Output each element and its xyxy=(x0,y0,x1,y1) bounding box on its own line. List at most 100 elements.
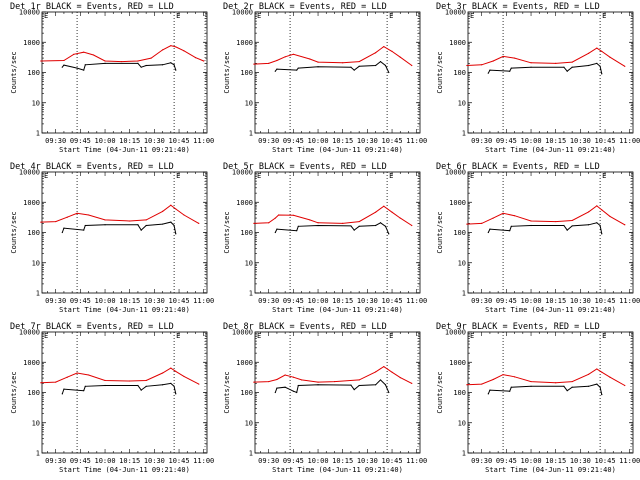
data-point xyxy=(599,386,601,388)
data-point xyxy=(492,378,494,381)
data-point xyxy=(137,62,139,64)
marker-label: E xyxy=(44,332,48,340)
x-axis-label: Start Time (04-Jun-11 09:21:40) xyxy=(59,146,190,154)
data-point xyxy=(40,382,42,384)
data-point xyxy=(61,66,63,68)
data-point xyxy=(76,212,78,214)
y-tick-label: 10000 xyxy=(445,9,466,17)
data-point xyxy=(509,390,511,392)
plot-frame xyxy=(254,331,421,454)
y-tick-label: 1 xyxy=(36,290,40,298)
marker-label: E xyxy=(257,12,261,20)
x-tick-label: 10:15 xyxy=(332,137,353,145)
data-point xyxy=(596,62,598,64)
data-point xyxy=(489,228,491,230)
x-tick-label: 10:00 xyxy=(95,137,116,145)
data-point xyxy=(137,60,139,62)
detector-chart: Det 5r BLACK = Events, RED = LLD 1 10 100 10… xyxy=(223,162,427,314)
events-line xyxy=(274,222,390,235)
data-point xyxy=(333,380,336,383)
data-point xyxy=(492,60,494,62)
x-tick-label: 09:45 xyxy=(283,137,304,145)
x-tick-label: 10:15 xyxy=(119,297,140,305)
data-point xyxy=(596,222,598,224)
y-tick-label: 10000 xyxy=(445,329,466,337)
y-tick-label: 1000 xyxy=(236,39,253,47)
data-point xyxy=(145,219,147,221)
data-point xyxy=(530,220,532,222)
x-tick-label: 10:30 xyxy=(570,457,591,465)
x-tick-label: 10:15 xyxy=(545,457,566,465)
data-point xyxy=(555,62,557,64)
data-point xyxy=(292,390,294,392)
data-point xyxy=(292,214,294,216)
data-point xyxy=(145,379,147,382)
marker-label: E xyxy=(602,332,606,340)
x-tick-label: 11:00 xyxy=(193,137,214,145)
detector-chart: Det 9r BLACK = Events, RED = LLD 1 10 100 10… xyxy=(436,322,640,474)
data-point xyxy=(510,67,512,69)
y-tick-label: 10 xyxy=(458,419,466,427)
data-point xyxy=(198,222,200,224)
data-point xyxy=(489,69,491,71)
data-point xyxy=(399,377,401,379)
data-point xyxy=(383,205,385,207)
data-point xyxy=(350,384,352,386)
x-tick-label: 10:15 xyxy=(119,137,140,145)
data-point xyxy=(309,58,311,60)
y-tick-label: 10 xyxy=(245,259,253,267)
detector-panel: Det 7r BLACK = Events, RED = LLD 1 10 100 10… xyxy=(0,320,214,480)
data-point xyxy=(466,384,468,386)
x-axis-label: Start Time (04-Jun-11 09:21:40) xyxy=(485,306,616,314)
data-point xyxy=(509,230,511,232)
data-point xyxy=(104,384,106,387)
data-point xyxy=(399,56,401,58)
data-point xyxy=(76,372,78,374)
data-point xyxy=(487,72,489,74)
data-point xyxy=(317,384,319,386)
data-point xyxy=(140,66,142,68)
data-point xyxy=(317,224,319,227)
data-point xyxy=(66,216,68,218)
data-point xyxy=(492,217,494,219)
y-tick-label: 100 xyxy=(240,229,253,237)
data-point xyxy=(300,379,303,381)
data-point xyxy=(571,219,573,222)
data-point xyxy=(571,225,573,227)
data-point xyxy=(374,371,377,373)
detector-panel: Det 1r BLACK = Events, RED = LLD 1 10 100 10… xyxy=(0,0,214,160)
data-point xyxy=(530,66,532,68)
data-point xyxy=(374,384,377,386)
data-point xyxy=(284,386,286,388)
data-point xyxy=(466,64,468,67)
data-point xyxy=(173,224,175,227)
data-point xyxy=(530,385,532,387)
data-point xyxy=(510,386,512,388)
y-tick-label: 1 xyxy=(249,450,253,458)
data-point xyxy=(596,47,598,49)
data-point xyxy=(502,55,504,58)
data-point xyxy=(87,374,90,376)
data-point xyxy=(481,383,483,385)
marker-label: E xyxy=(602,172,606,180)
x-tick-label: 11:00 xyxy=(406,137,427,145)
data-point xyxy=(358,220,360,223)
data-point xyxy=(587,373,590,375)
data-point xyxy=(353,388,355,391)
data-point xyxy=(276,228,278,230)
data-point xyxy=(175,46,177,48)
marker-label: E xyxy=(176,332,180,340)
chart-title: Det 1r BLACK = Events, RED = LLD xyxy=(10,2,174,12)
x-axis-label: Start Time (04-Jun-11 09:21:40) xyxy=(59,306,190,314)
data-point xyxy=(161,223,164,225)
data-point xyxy=(530,224,532,227)
data-point xyxy=(391,211,393,213)
data-point xyxy=(140,389,142,391)
data-point xyxy=(173,385,175,387)
x-axis-label: Start Time (04-Jun-11 09:21:40) xyxy=(485,466,616,474)
x-tick-label: 11:00 xyxy=(193,457,214,465)
y-tick-label: 10 xyxy=(32,259,40,267)
data-point xyxy=(481,64,483,66)
events-line xyxy=(274,60,390,73)
events-line xyxy=(61,62,177,71)
